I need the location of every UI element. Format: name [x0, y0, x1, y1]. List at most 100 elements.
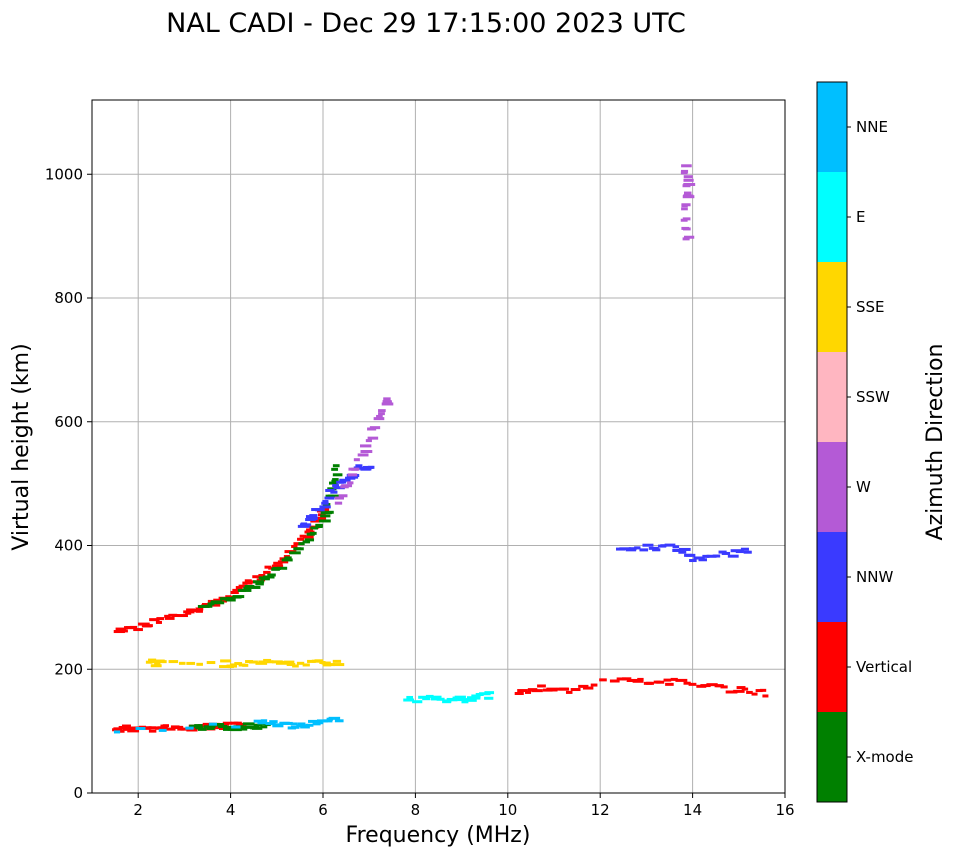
echo-mark — [328, 716, 341, 720]
echo-mark — [172, 614, 179, 618]
echo-mark — [327, 494, 340, 498]
echo-mark — [206, 726, 215, 730]
echo-mark — [422, 697, 431, 701]
colorbar-segment — [817, 262, 847, 352]
echo-mark — [154, 661, 161, 665]
echo-mark — [681, 164, 692, 168]
colorbar-segment — [817, 712, 847, 802]
echo-mark — [347, 481, 354, 485]
echo-mark — [257, 721, 267, 725]
echo-mark — [378, 412, 385, 416]
echo-mark — [367, 436, 379, 440]
echo-mark — [332, 659, 342, 663]
echo-mark — [656, 680, 665, 684]
colorbar-segment — [817, 622, 847, 712]
echo-mark — [122, 727, 130, 731]
echo-mark — [237, 727, 248, 731]
echo-mark — [466, 696, 477, 700]
echo-mark — [570, 688, 581, 692]
colorbar-segment — [817, 172, 847, 262]
echo-mark — [186, 661, 196, 665]
echo-mark — [365, 439, 372, 443]
colorbar-frame — [816, 81, 848, 803]
echo-mark — [232, 588, 240, 592]
echo-mark — [148, 729, 157, 733]
echo-mark — [323, 719, 333, 723]
echo-mark — [681, 226, 690, 230]
echo-mark — [359, 444, 372, 448]
echo-mark — [706, 683, 718, 687]
echo-mark — [194, 724, 203, 728]
echo-mark — [680, 171, 688, 175]
echo-mark — [115, 627, 127, 631]
echo-mark — [457, 698, 469, 702]
echo-mark — [223, 725, 232, 729]
y-tick-label: 200 — [54, 660, 83, 678]
echo-mark — [716, 684, 724, 688]
echo-mark — [315, 508, 325, 512]
echo-mark — [294, 547, 304, 551]
echo-mark — [578, 684, 589, 688]
echo-mark — [249, 585, 261, 589]
echo-mark — [306, 528, 314, 532]
echo-mark — [284, 557, 291, 561]
echo-mark — [126, 726, 134, 730]
echo-mark — [286, 662, 296, 666]
echo-mark — [355, 464, 363, 468]
echo-mark — [351, 467, 359, 471]
echo-mark — [292, 664, 299, 668]
echo-mark — [290, 725, 300, 729]
data-marks — [112, 164, 769, 734]
echo-mark — [225, 596, 234, 600]
echo-mark — [297, 524, 310, 528]
echo-mark — [305, 723, 314, 727]
echo-mark — [693, 556, 705, 560]
echo-mark — [290, 722, 298, 726]
echo-mark — [683, 191, 692, 195]
echo-mark — [178, 661, 186, 665]
echo-mark — [725, 690, 738, 694]
echo-mark — [318, 519, 331, 523]
colorbar-tick-label: W — [856, 478, 871, 496]
echo-mark — [609, 679, 620, 683]
x-axis-label: Frequency (MHz) — [346, 823, 531, 848]
echo-mark — [616, 677, 627, 681]
x-tick-label: 12 — [591, 801, 610, 819]
y-tick-label: 1000 — [45, 165, 83, 183]
echo-mark — [260, 719, 268, 723]
echo-mark — [590, 683, 598, 687]
colorbar: X-mode Vertical NNW W SSW SSE E NNE — [816, 81, 913, 803]
echo-mark — [253, 580, 265, 584]
echo-mark — [283, 660, 295, 664]
echo-mark — [113, 730, 121, 734]
echo-mark — [197, 727, 207, 731]
echo-mark — [683, 235, 695, 239]
echo-mark — [322, 510, 334, 514]
echo-mark — [357, 453, 369, 457]
y-tick-label: 0 — [73, 784, 83, 802]
echo-mark — [158, 728, 167, 732]
echo-mark — [454, 695, 466, 699]
echo-mark — [297, 722, 306, 726]
echo-mark — [150, 664, 162, 668]
echo-mark — [733, 689, 745, 693]
echo-mark — [164, 614, 171, 618]
echo-mark — [225, 598, 236, 602]
echo-mark — [304, 530, 315, 534]
echo-mark — [310, 526, 319, 530]
echo-mark — [258, 660, 265, 664]
echo-mark — [276, 566, 288, 570]
x-tick-label: 4 — [226, 801, 236, 819]
echo-mark — [700, 684, 711, 688]
echo-mark — [252, 726, 263, 730]
echo-mark — [376, 414, 383, 418]
echo-mark — [628, 678, 636, 682]
echo-mark — [186, 728, 198, 732]
echo-mark — [300, 725, 310, 729]
echo-mark — [244, 584, 255, 588]
echo-mark — [156, 617, 165, 621]
echo-mark — [680, 169, 689, 173]
echo-mark — [149, 618, 160, 622]
echo-mark — [682, 217, 691, 221]
echo-mark — [660, 544, 667, 548]
